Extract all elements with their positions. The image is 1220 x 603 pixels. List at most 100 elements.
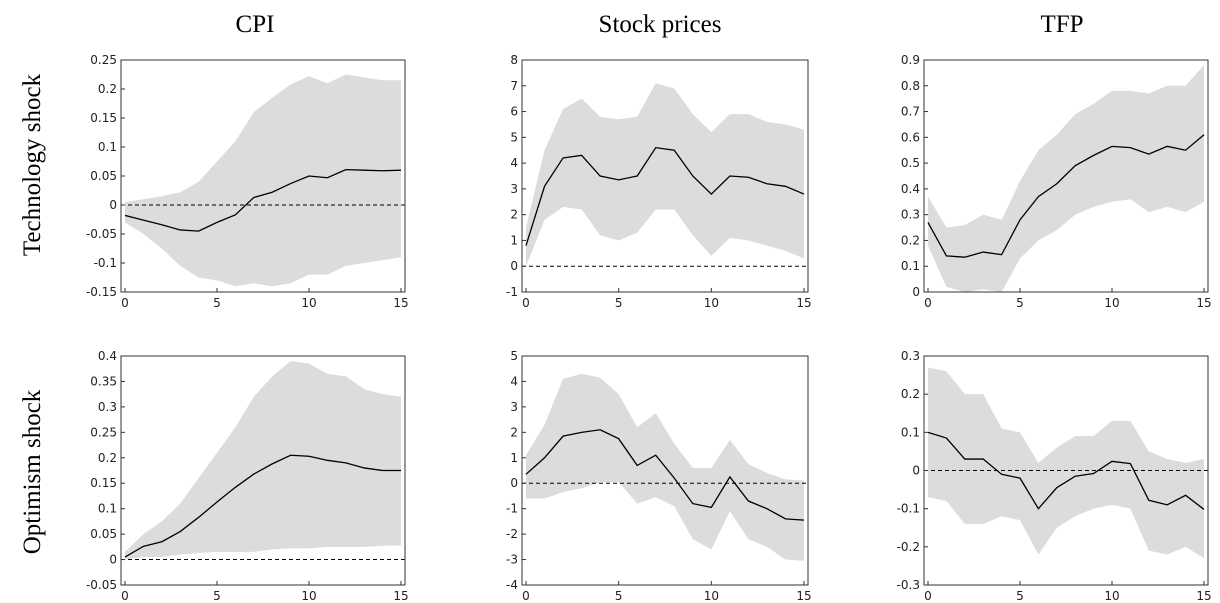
column-title: Stock prices — [599, 11, 722, 38]
y-tick-label: -3 — [506, 553, 518, 567]
plot-frame — [521, 355, 809, 586]
y-tick-label: -0.1 — [897, 502, 920, 516]
y-tick-label: 0.9 — [901, 53, 920, 67]
y-tick-label: 0 — [912, 285, 920, 299]
confidence-band — [928, 367, 1204, 559]
y-tick-label: 0.4 — [98, 349, 117, 363]
y-tick-label: 3 — [510, 182, 518, 196]
y-tick-label: 4 — [510, 156, 518, 170]
column-title: TFP — [1040, 11, 1083, 38]
x-tick-label: 10 — [301, 296, 316, 310]
response-line — [124, 168, 402, 232]
x-tick-label: 0 — [121, 589, 129, 603]
y-tick-label: 0.05 — [90, 527, 117, 541]
y-tick-label: 0.6 — [901, 130, 920, 144]
plot-frame — [521, 59, 809, 293]
y-tick-label: -1 — [506, 285, 518, 299]
x-tick-label: 5 — [213, 589, 221, 603]
y-tick-label: 0 — [109, 553, 117, 567]
y-tick-label: 5 — [510, 349, 518, 363]
y-tick-label: 0 — [912, 464, 920, 478]
x-tick-label: 10 — [1104, 296, 1119, 310]
y-tick-label: -0.1 — [94, 256, 117, 270]
y-tick-label: 0.05 — [90, 169, 117, 183]
x-tick-label: 5 — [213, 296, 221, 310]
x-tick-label: 15 — [1196, 296, 1211, 310]
response-line — [927, 431, 1205, 510]
y-tick-label: 0.2 — [901, 387, 920, 401]
response-line — [124, 454, 401, 558]
y-tick-label: 0 — [510, 259, 518, 273]
x-tick-label: 5 — [615, 296, 623, 310]
y-tick-label: 6 — [510, 105, 518, 119]
y-tick-label: 0.3 — [98, 400, 117, 414]
x-tick-label: 10 — [1104, 589, 1119, 603]
confidence-band — [125, 74, 401, 287]
x-tick-label: 5 — [615, 589, 623, 603]
y-tick-label: 5 — [510, 130, 518, 144]
y-tick-label: 0 — [109, 198, 117, 212]
x-tick-label: 0 — [522, 296, 530, 310]
row-label: Optimism shock — [19, 389, 46, 554]
y-tick-label: 8 — [510, 53, 518, 67]
y-tick-label: 0.1 — [98, 502, 117, 516]
x-tick-label: 0 — [924, 296, 932, 310]
response-line — [927, 134, 1205, 258]
y-tick-label: 0.15 — [90, 476, 117, 490]
x-tick-label: 10 — [704, 296, 719, 310]
y-tick-label: 0.1 — [98, 140, 117, 154]
x-tick-label: 15 — [796, 589, 811, 603]
y-tick-label: 2 — [510, 208, 518, 222]
x-tick-label: 15 — [1196, 589, 1211, 603]
y-tick-label: -0.2 — [897, 540, 920, 554]
x-tick-label: 15 — [796, 296, 811, 310]
x-tick-label: 5 — [1016, 589, 1024, 603]
y-tick-label: 0.2 — [98, 82, 117, 96]
x-tick-label: 10 — [301, 589, 316, 603]
y-tick-label: 0.5 — [901, 156, 920, 170]
y-tick-label: 0.2 — [901, 233, 920, 247]
x-tick-label: 0 — [121, 296, 129, 310]
y-tick-label: 0.35 — [90, 374, 117, 388]
y-tick-label: 0.8 — [901, 79, 920, 93]
x-tick-label: 5 — [1016, 296, 1024, 310]
y-tick-label: -2 — [506, 527, 518, 541]
y-tick-label: 2 — [510, 425, 518, 439]
y-tick-label: 0.25 — [90, 425, 117, 439]
y-tick-label: 0.1 — [901, 425, 920, 439]
x-tick-label: 0 — [924, 589, 932, 603]
y-tick-label: 3 — [510, 400, 518, 414]
x-tick-label: 10 — [704, 589, 719, 603]
y-tick-label: -0.05 — [86, 578, 117, 592]
x-tick-label: 0 — [522, 589, 530, 603]
x-tick-label: 15 — [393, 296, 408, 310]
y-tick-label: -0.3 — [897, 578, 920, 592]
row-label: Technology shock — [19, 73, 46, 256]
plot-frame — [120, 355, 406, 586]
confidence-band — [125, 361, 401, 560]
y-tick-label: 0.7 — [901, 105, 920, 119]
y-tick-label: -4 — [506, 578, 518, 592]
x-tick-label: 15 — [393, 589, 408, 603]
plot-frame — [923, 59, 1209, 293]
y-tick-label: 0.3 — [901, 349, 920, 363]
response-line — [525, 146, 805, 246]
y-tick-label: 0.3 — [901, 208, 920, 222]
y-tick-label: 0.25 — [90, 53, 117, 67]
y-tick-label: 0.1 — [901, 259, 920, 273]
column-title: CPI — [236, 11, 275, 38]
confidence-band — [526, 83, 804, 267]
y-tick-label: 1 — [510, 233, 518, 247]
y-tick-label: 1 — [510, 451, 518, 465]
y-tick-label: 7 — [510, 79, 518, 93]
y-tick-label: 0.15 — [90, 111, 117, 125]
y-tick-label: 4 — [510, 374, 518, 388]
y-tick-label: -0.05 — [86, 227, 117, 241]
y-tick-label: -1 — [506, 502, 518, 516]
y-tick-label: 0.4 — [901, 182, 920, 196]
y-tick-label: -0.15 — [86, 285, 117, 299]
y-tick-label: 0.2 — [98, 451, 117, 465]
confidence-band — [928, 65, 1204, 293]
response-line — [525, 429, 805, 521]
